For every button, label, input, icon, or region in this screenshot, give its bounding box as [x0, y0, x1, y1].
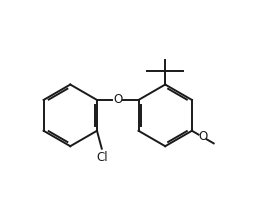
Text: O: O [198, 130, 207, 143]
Text: O: O [113, 93, 122, 107]
Text: Cl: Cl [96, 151, 108, 164]
